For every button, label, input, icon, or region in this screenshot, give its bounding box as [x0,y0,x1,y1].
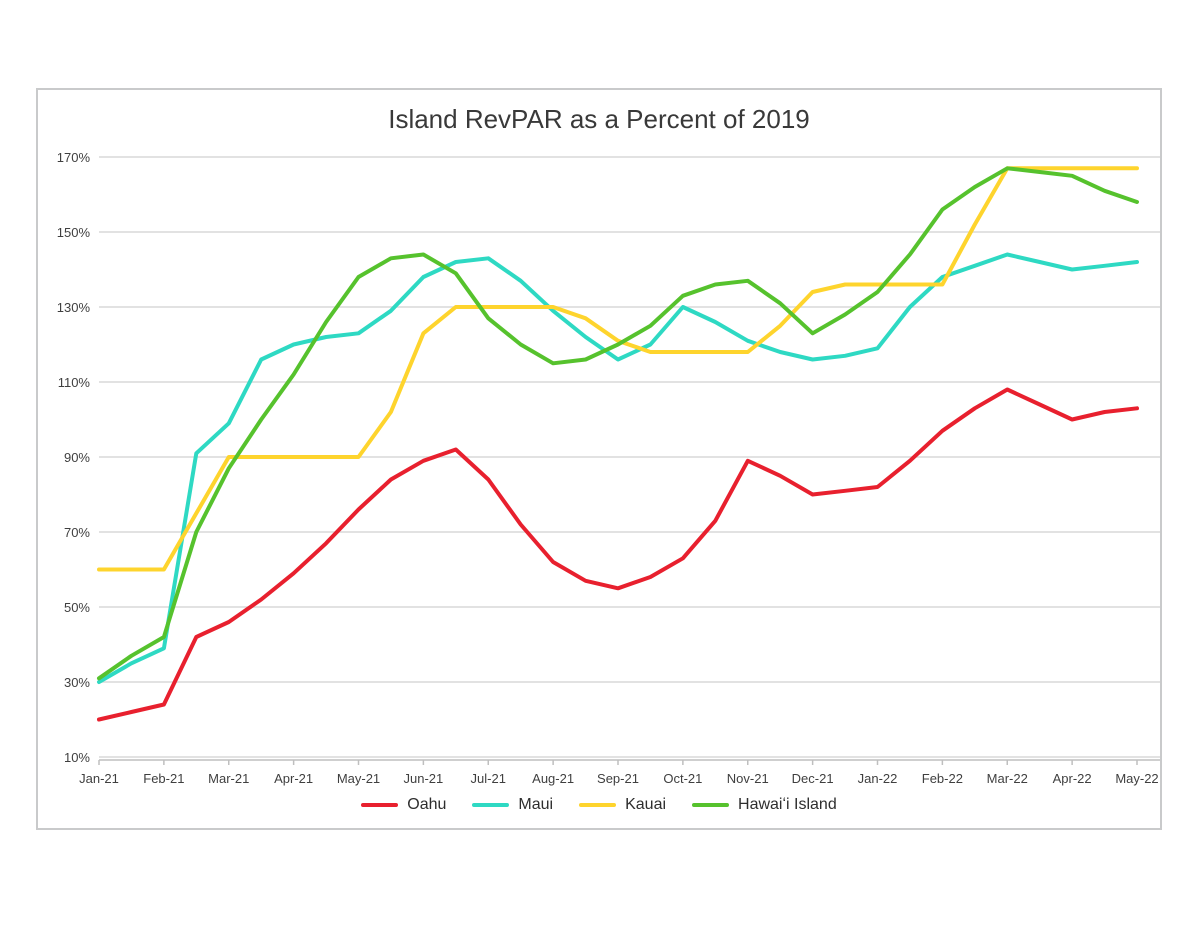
legend-label: Hawaiʻi Island [738,796,837,813]
x-axis-tick-label: Jul-21 [471,771,506,786]
chart-box: Island RevPAR as a Percent of 2019 10% 30… [36,88,1162,830]
series-line-oahu [97,387,1139,722]
x-axis-tick-label: Aug-21 [532,771,574,786]
legend-label: Maui [518,796,554,813]
y-axis-tick-label: 130% [57,300,91,315]
x-axis-tick-label: Feb-21 [143,771,184,786]
x-axis-tick-label: Jan-22 [858,771,898,786]
y-axis-tick-label: 90% [64,450,90,465]
chart-title: Island RevPAR as a Percent of 2019 [388,104,810,134]
x-axis-tick-label: Jun-21 [404,771,444,786]
legend-item-oahu: Oahu [361,796,446,814]
legend-item-hawai-i-island: Hawaiʻi Island [692,796,837,814]
series-line-kauai [97,166,1139,572]
x-axis-tick-label: Oct-21 [663,771,702,786]
legend-swatch [472,803,510,807]
y-axis-tick-label: 70% [64,525,90,540]
y-axis-tick-label: 10% [64,750,90,765]
x-axis-tick-label: Mar-22 [987,771,1028,786]
y-axis-tick-label: 30% [64,675,90,690]
x-axis-tick-label: Mar-21 [208,771,249,786]
x-axis-tick-label: Apr-22 [1053,771,1092,786]
series-line-maui [97,252,1139,684]
line-chart-plot: 10% 30% 50% 70% 90% 110% 130% 150% 170% Jan-21 Feb… [57,150,1160,786]
x-axis-tick-label: Apr-21 [274,771,313,786]
x-axis-tick-label: Nov-21 [727,771,769,786]
legend-swatch [692,803,730,807]
legend-item-kauai: Kauai [579,796,666,814]
x-axis-tick-label: Feb-22 [922,771,963,786]
legend-swatch [579,803,617,807]
legend-label: Oahu [407,796,447,813]
y-axis-tick-label: 150% [57,225,91,240]
x-axis-tick-label: Dec-21 [792,771,834,786]
x-axis-tick-label: May-21 [337,771,380,786]
x-axis-tick-label: Sep-21 [597,771,639,786]
legend-swatch [361,803,399,807]
chart-legend: Oahu Maui Kauai Hawaiʻi Island [38,796,1160,814]
y-axis-tick-label: 110% [58,375,91,390]
x-axis-tick-label: Jan-21 [79,771,119,786]
y-axis-tick-label: 170% [57,150,91,165]
legend-item-maui: Maui [472,796,553,814]
x-axis-tick-label: May-22 [1115,771,1158,786]
legend-label: Kauai [625,796,667,813]
series-line-hawai-i-island [97,166,1139,681]
y-axis-tick-label: 50% [64,600,90,615]
